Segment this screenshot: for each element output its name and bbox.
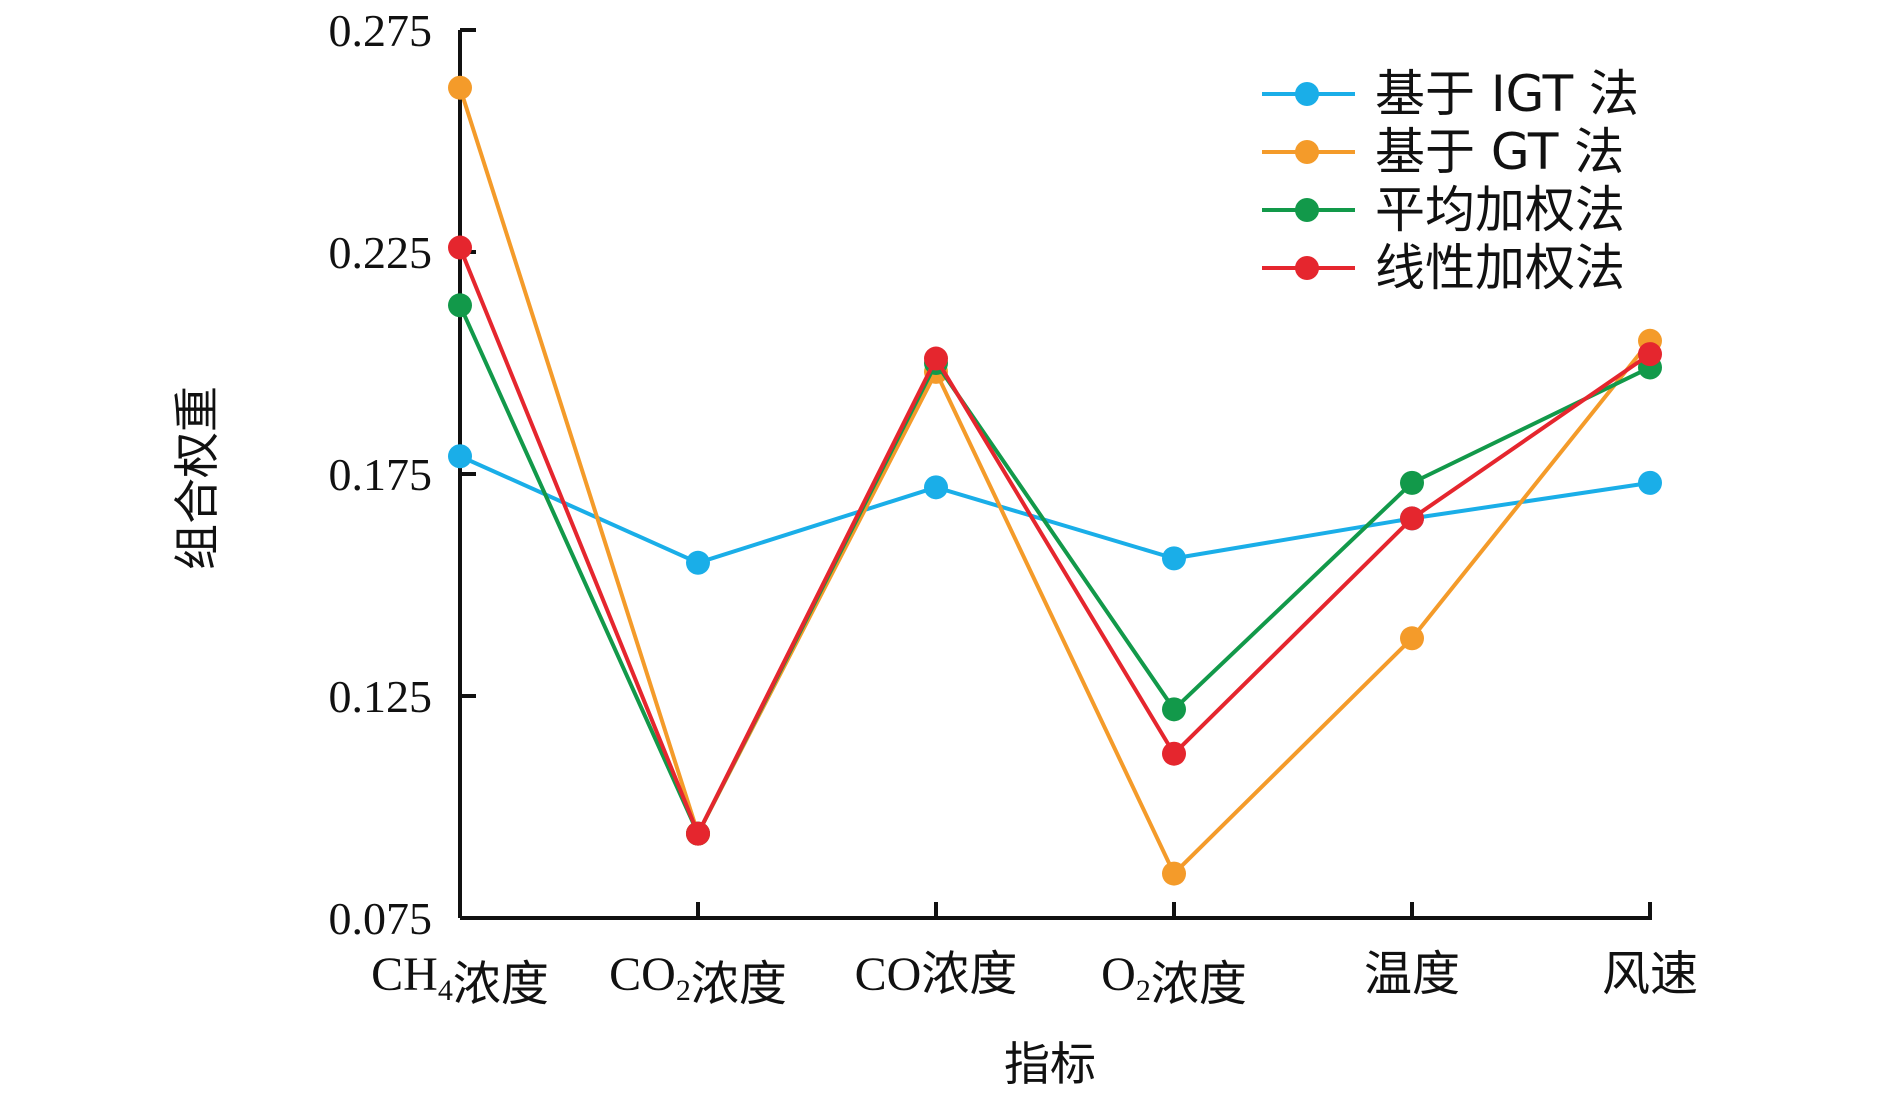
y-tick-label: 0.275 [329, 5, 433, 56]
legend-label: 线性加权法 [1375, 239, 1625, 297]
data-point [1162, 546, 1186, 571]
data-point [1400, 626, 1424, 651]
series-line [459, 454, 1651, 565]
data-point [686, 550, 710, 575]
data-point [924, 346, 948, 371]
legend-label: 基于 GT 法 [1375, 123, 1624, 181]
y-tick-label: 0.075 [329, 893, 433, 944]
data-point [1162, 861, 1186, 886]
series-4 [448, 235, 1662, 846]
data-point [1400, 506, 1424, 531]
data-point [1400, 470, 1424, 495]
data-point [924, 475, 948, 500]
x-axis-ticks: CH4浓度 CO2浓度 CO浓度 O2浓度 温度 风速 [371, 902, 1698, 1011]
data-point [448, 75, 472, 100]
legend-item: 基于 GT 法 [1262, 123, 1624, 181]
x-tick-label: CO2浓度 [609, 948, 787, 1011]
x-tick-label: O2浓度 [1101, 948, 1247, 1011]
data-point [1638, 342, 1662, 367]
x-tick-label: CH4浓度 [371, 948, 549, 1011]
data-point [1162, 741, 1186, 766]
x-tick-label: CO浓度 [855, 948, 1018, 1001]
series-line [458, 246, 1652, 836]
series-layer [448, 75, 1662, 886]
legend-item: 线性加权法 [1262, 239, 1625, 297]
data-point [1162, 697, 1186, 722]
data-point [448, 235, 472, 260]
x-tick-label: 风速 [1602, 948, 1698, 1001]
series-line [458, 87, 1652, 876]
data-point [448, 444, 472, 469]
legend-label: 基于 IGT 法 [1375, 65, 1639, 123]
legend-marker [1295, 140, 1319, 164]
series-3 [448, 293, 1662, 846]
x-tick-label: 温度 [1364, 948, 1460, 1001]
y-tick-label: 0.125 [329, 671, 433, 722]
data-point [1638, 470, 1662, 495]
x-axis-title: 指标 [1004, 1037, 1096, 1091]
y-tick-label: 0.225 [329, 227, 433, 278]
legend-label: 平均加权法 [1375, 181, 1625, 239]
legend-marker [1295, 256, 1319, 280]
data-point [448, 293, 472, 318]
legend-item: 平均加权法 [1262, 181, 1625, 239]
legend-marker [1295, 82, 1319, 106]
y-axis-title: 组合权重 [170, 386, 224, 570]
legend-marker [1295, 198, 1319, 222]
y-tick-label: 0.175 [329, 449, 433, 500]
legend-item: 基于 IGT 法 [1262, 65, 1639, 123]
data-point [686, 821, 710, 846]
series-line [458, 304, 1651, 836]
y-axis-ticks: 0.075 0.125 0.175 0.225 0.275 [329, 5, 476, 944]
